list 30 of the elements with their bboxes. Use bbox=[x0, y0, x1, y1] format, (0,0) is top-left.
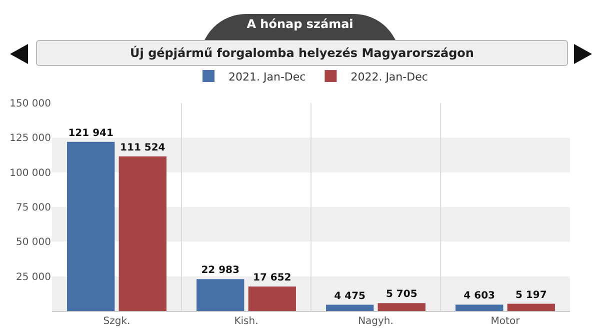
x-tick-label: Motor bbox=[490, 316, 521, 327]
data-label: 5 197 bbox=[515, 290, 547, 301]
data-label: 5 705 bbox=[386, 289, 418, 300]
y-tick-label: 50 000 bbox=[16, 237, 51, 248]
y-tick-label: 75 000 bbox=[16, 202, 51, 214]
text: A hónap számai bbox=[246, 17, 354, 31]
bar bbox=[378, 303, 426, 311]
bar bbox=[456, 304, 504, 311]
y-tick-label: 25 000 bbox=[16, 272, 51, 283]
bar bbox=[196, 279, 244, 311]
x-tick-label: Kish. bbox=[234, 316, 258, 327]
y-tick-label: 150 000 bbox=[10, 98, 51, 110]
data-label: 22 983 bbox=[201, 265, 240, 276]
bar bbox=[67, 142, 115, 311]
x-tick-label: Szgk. bbox=[103, 316, 130, 327]
data-label: 4 603 bbox=[464, 290, 496, 302]
data-label: 111 524 bbox=[120, 142, 166, 154]
bar bbox=[507, 304, 555, 311]
bar bbox=[248, 286, 296, 311]
bar bbox=[326, 304, 374, 311]
legend-label: 2022. Jan-Dec bbox=[350, 70, 428, 84]
legend-label: 2021. Jan-Dec bbox=[228, 70, 306, 84]
y-tick-label: 100 000 bbox=[10, 168, 51, 179]
data-label: 4 475 bbox=[334, 290, 366, 302]
data-label: 17 652 bbox=[252, 272, 292, 284]
y-tick-label: 125 000 bbox=[10, 133, 51, 144]
chart-title: Új gépjármű forgalomba helyezés Magyarországon bbox=[36, 40, 568, 66]
bar bbox=[118, 156, 166, 311]
x-tick-label: Nagyh. bbox=[358, 316, 394, 327]
data-label: 121 941 bbox=[68, 128, 114, 139]
